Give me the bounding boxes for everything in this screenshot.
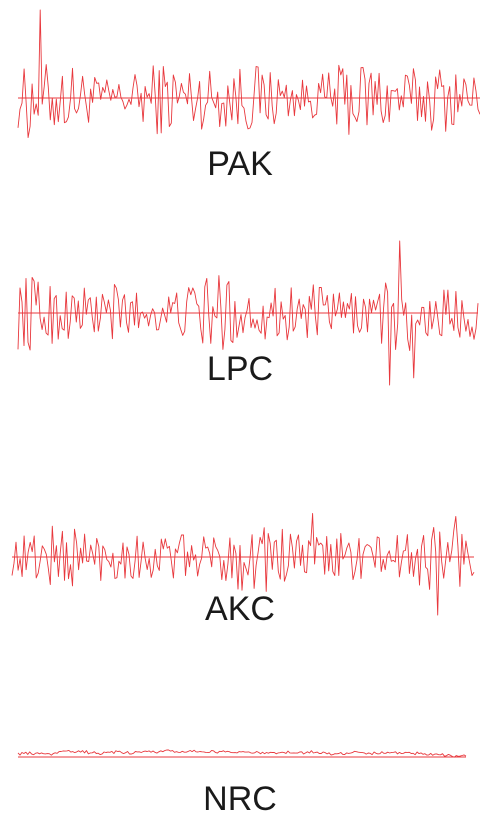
label-pak: PAK (207, 145, 273, 183)
label-lpc: LPC (206, 350, 274, 388)
trace-nrc (17, 749, 467, 758)
trace-lpc (17, 240, 479, 386)
trace-pak (17, 9, 480, 139)
trace-akc (11, 513, 475, 616)
label-nrc: NRC (203, 780, 277, 818)
label-akc: AKC (205, 590, 275, 628)
